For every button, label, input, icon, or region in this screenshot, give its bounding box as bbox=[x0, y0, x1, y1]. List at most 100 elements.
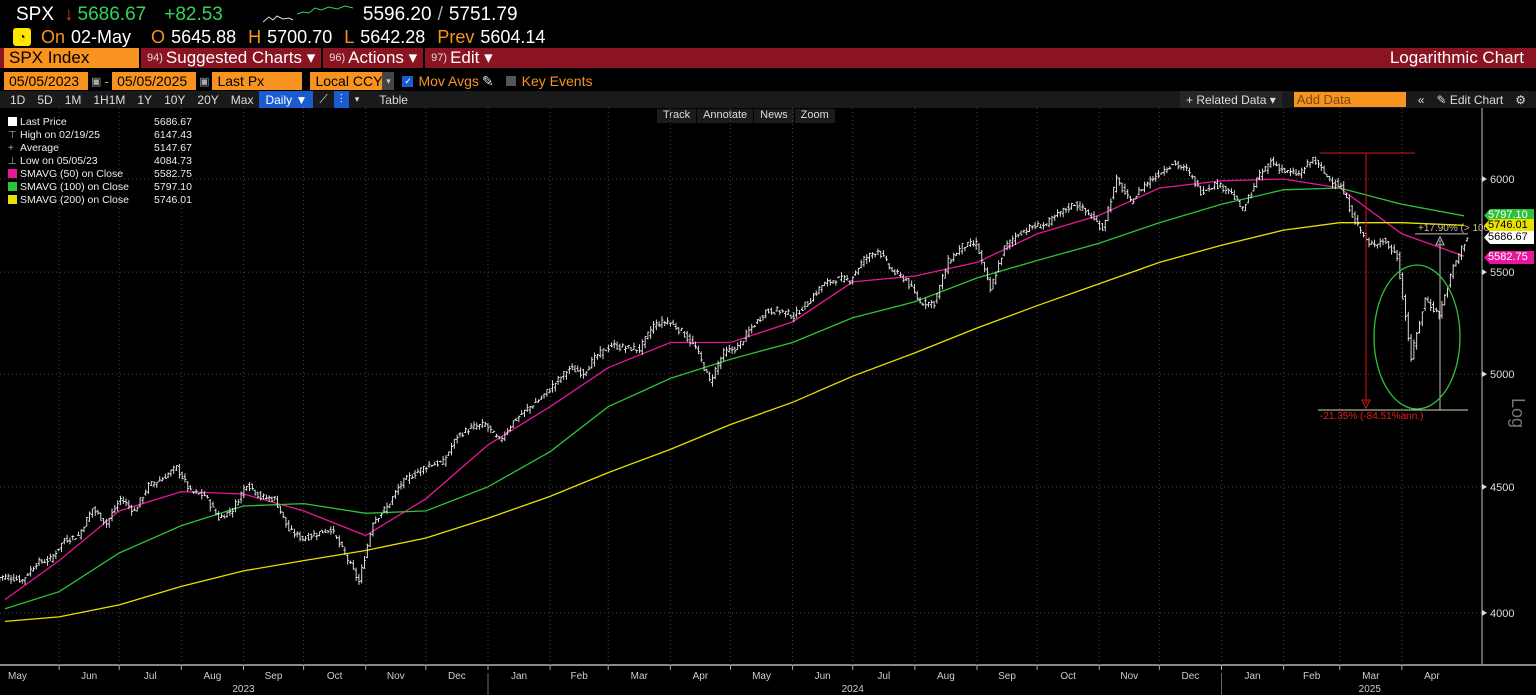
price-bar bbox=[1392, 244, 1396, 254]
low-value: 5642.28 bbox=[360, 26, 426, 47]
price-bar bbox=[1193, 176, 1197, 188]
period-1m[interactable]: 1M bbox=[64, 92, 82, 107]
price-bar bbox=[1314, 156, 1318, 166]
price-bar bbox=[242, 484, 246, 499]
open-value: 5645.88 bbox=[171, 26, 237, 47]
price-bar bbox=[713, 366, 717, 380]
price-bar bbox=[949, 258, 953, 264]
price-bar bbox=[969, 238, 973, 247]
frequency-select[interactable]: Daily ▼ bbox=[259, 91, 314, 108]
period-1d[interactable]: 1D bbox=[10, 92, 26, 107]
price-bar bbox=[1305, 159, 1309, 168]
price-bar bbox=[222, 514, 226, 519]
price-bar bbox=[654, 319, 658, 331]
price-bar bbox=[253, 489, 257, 496]
mov-avgs-checkbox[interactable]: ✓ bbox=[402, 75, 414, 87]
price-bar bbox=[424, 466, 428, 473]
security-field[interactable]: SPX Index bbox=[4, 48, 139, 68]
price-bar bbox=[205, 495, 209, 499]
price-bar bbox=[1328, 175, 1332, 182]
price-bar bbox=[1434, 307, 1438, 313]
related-data-button[interactable]: + Related Data ▾ bbox=[1180, 91, 1282, 108]
period-5d[interactable]: 5D bbox=[37, 92, 53, 107]
price-bar bbox=[781, 309, 785, 313]
track-button[interactable]: Track bbox=[657, 109, 698, 123]
price-bar bbox=[710, 374, 714, 387]
price-bar bbox=[1291, 167, 1295, 175]
key-events-checkbox[interactable] bbox=[505, 76, 516, 86]
edit-chart-button[interactable]: ✎ Edit Chart bbox=[1436, 92, 1504, 107]
bar-chart-icon[interactable]: ⫶ bbox=[333, 91, 349, 108]
x-tick-label: Sep bbox=[265, 671, 283, 682]
price-bar bbox=[865, 254, 869, 264]
price-bar bbox=[553, 382, 557, 392]
period-10y[interactable]: 10Y bbox=[164, 92, 186, 107]
period-max[interactable]: Max bbox=[230, 92, 254, 107]
price-bar bbox=[51, 553, 55, 563]
start-date-input[interactable]: 05/05/2023 bbox=[4, 72, 88, 90]
price-bar bbox=[587, 365, 591, 371]
range-separator: / bbox=[437, 4, 443, 25]
calendar-icon[interactable]: ▣ bbox=[199, 75, 210, 88]
gauge-icon[interactable]: ◔ bbox=[13, 28, 31, 46]
price-bar bbox=[640, 339, 644, 355]
price-bar bbox=[1381, 238, 1385, 246]
price-bar bbox=[1148, 176, 1152, 189]
suggested-charts-menu[interactable]: 94) Suggested Charts ▾ bbox=[139, 48, 321, 68]
edit-menu[interactable]: 97) Edit ▾ bbox=[423, 48, 498, 68]
annotate-button[interactable]: Annotate bbox=[697, 109, 755, 123]
price-bar bbox=[1061, 207, 1065, 218]
period-1y[interactable]: 1Y bbox=[137, 92, 153, 107]
line-chart-icon[interactable]: ⟋ bbox=[319, 92, 328, 106]
gear-icon[interactable]: ⚙ bbox=[1515, 92, 1526, 107]
end-date-input[interactable]: 05/05/2025 bbox=[112, 72, 197, 90]
price-bar bbox=[1409, 334, 1413, 362]
price-bar bbox=[775, 306, 779, 312]
price-bar bbox=[1440, 300, 1444, 319]
price-bar bbox=[1266, 163, 1270, 174]
legend-value: 5147.67 bbox=[154, 141, 192, 154]
price-bar bbox=[23, 577, 27, 585]
table-button[interactable]: Table bbox=[379, 92, 408, 107]
currency-select[interactable]: Local CCY bbox=[310, 72, 383, 90]
actions-menu[interactable]: 96) Actions ▾ bbox=[321, 48, 423, 68]
period-20y[interactable]: 20Y bbox=[197, 92, 219, 107]
price-bar bbox=[870, 252, 874, 259]
add-data-input[interactable]: Add Data bbox=[1293, 92, 1406, 107]
chevron-down-icon[interactable]: ▾ bbox=[382, 72, 395, 90]
rally-label: +17.90% (> 100 bbox=[1418, 223, 1490, 234]
price-chart[interactable]: 4000 4500 5000 5500 6000 Log May Jun Jul Aug Sep Oc… bbox=[0, 108, 1536, 695]
price-bar bbox=[340, 541, 344, 548]
x-tick-label: Feb bbox=[571, 671, 589, 682]
price-bar bbox=[938, 284, 942, 300]
field-select[interactable]: Last Px bbox=[212, 72, 303, 90]
zoom-button[interactable]: Zoom bbox=[795, 109, 836, 123]
collapse-icon[interactable]: « bbox=[1417, 92, 1425, 107]
price-bar bbox=[820, 285, 824, 293]
price-bar bbox=[716, 360, 720, 376]
news-button[interactable]: News bbox=[754, 109, 795, 123]
calendar-icon[interactable]: ▣ bbox=[91, 75, 102, 88]
price-bar bbox=[1384, 237, 1388, 245]
price-bar bbox=[1336, 177, 1340, 187]
price-bar bbox=[1106, 205, 1110, 222]
price-bar bbox=[621, 343, 625, 348]
price-bar bbox=[1356, 215, 1360, 227]
price-bar bbox=[598, 345, 602, 359]
period-1h1m[interactable]: 1H1M bbox=[93, 92, 126, 107]
price-bar bbox=[466, 429, 470, 435]
down-arrow-icon: ↓ bbox=[64, 4, 74, 25]
price-bar bbox=[1454, 260, 1458, 267]
range-high: 5751.79 bbox=[448, 4, 518, 25]
pencil-icon[interactable]: ✎ bbox=[481, 72, 494, 89]
chart-legend: Last Price 5686.67 ⊤ High on 02/19/25 6147.4… bbox=[8, 115, 192, 206]
chevron-down-icon[interactable]: ▾ bbox=[354, 94, 360, 104]
price-bar bbox=[306, 532, 310, 541]
price-bar bbox=[231, 507, 235, 518]
price-bar bbox=[694, 341, 698, 350]
price-bar bbox=[433, 461, 437, 466]
rally-arrow-icon bbox=[1435, 235, 1445, 246]
price-bar bbox=[1131, 198, 1135, 205]
price-bar bbox=[248, 482, 252, 492]
price-bar bbox=[551, 380, 555, 393]
